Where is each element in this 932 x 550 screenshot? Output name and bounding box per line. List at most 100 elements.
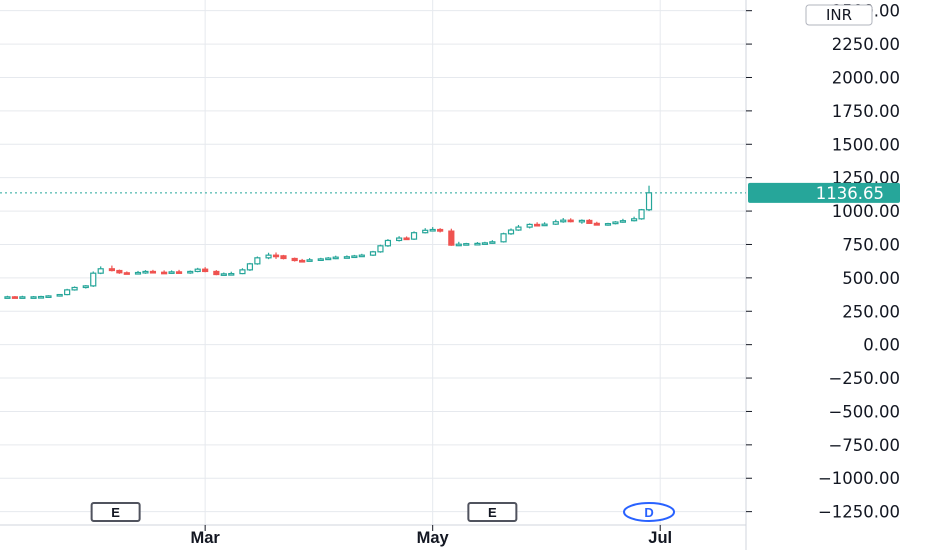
candle <box>552 219 559 225</box>
candle <box>108 265 116 272</box>
candle <box>246 262 254 271</box>
candle-body <box>37 295 45 299</box>
candle-body <box>541 223 548 227</box>
candle <box>272 252 280 259</box>
candle-body <box>71 286 78 291</box>
candle-body <box>246 263 254 271</box>
candle-body <box>604 223 612 226</box>
candle-body <box>437 228 444 232</box>
y-tick-label: 750.00 <box>842 235 900 254</box>
candle-body <box>19 296 26 299</box>
candle <box>213 270 220 276</box>
candle <box>254 256 261 265</box>
candle-body <box>149 270 157 274</box>
candle-body <box>325 257 332 261</box>
candle-body <box>220 273 227 276</box>
candle <box>306 258 313 262</box>
candle <box>82 285 89 289</box>
candle-body <box>638 209 645 220</box>
candle-body <box>299 259 306 263</box>
candle <box>377 244 384 253</box>
candle-body <box>142 270 149 274</box>
candle <box>30 296 37 299</box>
dividend-marker-frame <box>623 502 676 522</box>
candle <box>369 250 377 256</box>
candle-body <box>429 228 436 232</box>
y-tick-label: −1250.00 <box>818 503 900 522</box>
candle-body <box>489 241 496 244</box>
candle <box>317 257 324 261</box>
y-tick-label: −500.00 <box>828 402 900 421</box>
earnings-marker-frame <box>467 502 518 522</box>
candle-body <box>586 219 593 224</box>
candle <box>134 270 142 275</box>
candle-body <box>500 233 507 243</box>
candle-body <box>202 268 209 273</box>
candle <box>358 253 365 258</box>
candle <box>97 266 104 275</box>
candle-body <box>194 268 201 273</box>
y-tick-label: 1500.00 <box>832 135 900 154</box>
candle-body <box>410 232 418 240</box>
candle <box>489 240 496 244</box>
candle-body <box>134 271 142 275</box>
candle-body <box>30 296 37 299</box>
candle-body <box>403 237 410 241</box>
candle <box>384 239 392 247</box>
candle <box>168 270 175 274</box>
candle <box>630 216 638 222</box>
candle-body <box>332 256 339 260</box>
candle-body <box>526 223 533 228</box>
candle <box>37 295 45 299</box>
y-tick-label: 2250.00 <box>832 35 900 54</box>
candle-body <box>116 269 123 274</box>
y-tick-label: −1000.00 <box>818 469 900 488</box>
candle-body <box>567 219 574 223</box>
currency-button[interactable]: INR <box>805 4 873 26</box>
y-tick-label: 250.00 <box>842 302 900 321</box>
candle <box>534 222 541 227</box>
y-tick-label: 2000.00 <box>832 68 900 87</box>
candle <box>507 228 515 235</box>
candle <box>455 241 462 247</box>
candle <box>45 295 52 298</box>
candle <box>567 218 574 223</box>
candle-body <box>343 256 350 259</box>
earnings-marker[interactable]: E <box>90 502 141 522</box>
candle-body <box>90 272 97 287</box>
price-axis[interactable]: 2500.002250.002000.001750.001500.001250.… <box>746 2 900 522</box>
earnings-marker[interactable]: E <box>467 502 518 522</box>
candle <box>228 271 235 276</box>
candle <box>638 208 645 220</box>
candle <box>541 222 548 227</box>
candle-body <box>228 272 235 276</box>
candle-body <box>239 269 246 275</box>
candle <box>175 269 183 274</box>
time-axis[interactable]: Mar May Jul <box>190 525 672 547</box>
dividend-marker[interactable]: D <box>623 502 676 522</box>
candle <box>194 267 201 273</box>
candle <box>280 254 287 260</box>
candle <box>612 221 619 225</box>
candle <box>645 185 653 212</box>
candle <box>410 231 418 240</box>
candle-body <box>306 259 313 262</box>
candle-body <box>396 237 403 242</box>
candle <box>161 270 168 275</box>
candle <box>71 286 78 291</box>
candle-body <box>619 220 627 223</box>
dividend-marker-label: D <box>644 505 653 520</box>
candle <box>586 219 593 224</box>
y-tick-label: 0.00 <box>863 336 900 355</box>
candle-body <box>515 226 522 231</box>
candle <box>4 295 11 299</box>
candle <box>325 257 332 261</box>
candle-body <box>82 285 89 289</box>
y-tick-label: −750.00 <box>828 436 900 455</box>
y-tick-label: 1000.00 <box>832 202 900 221</box>
candle-body <box>560 219 567 223</box>
candle-body <box>317 258 324 261</box>
candle <box>351 254 358 259</box>
candle-body <box>612 221 619 225</box>
